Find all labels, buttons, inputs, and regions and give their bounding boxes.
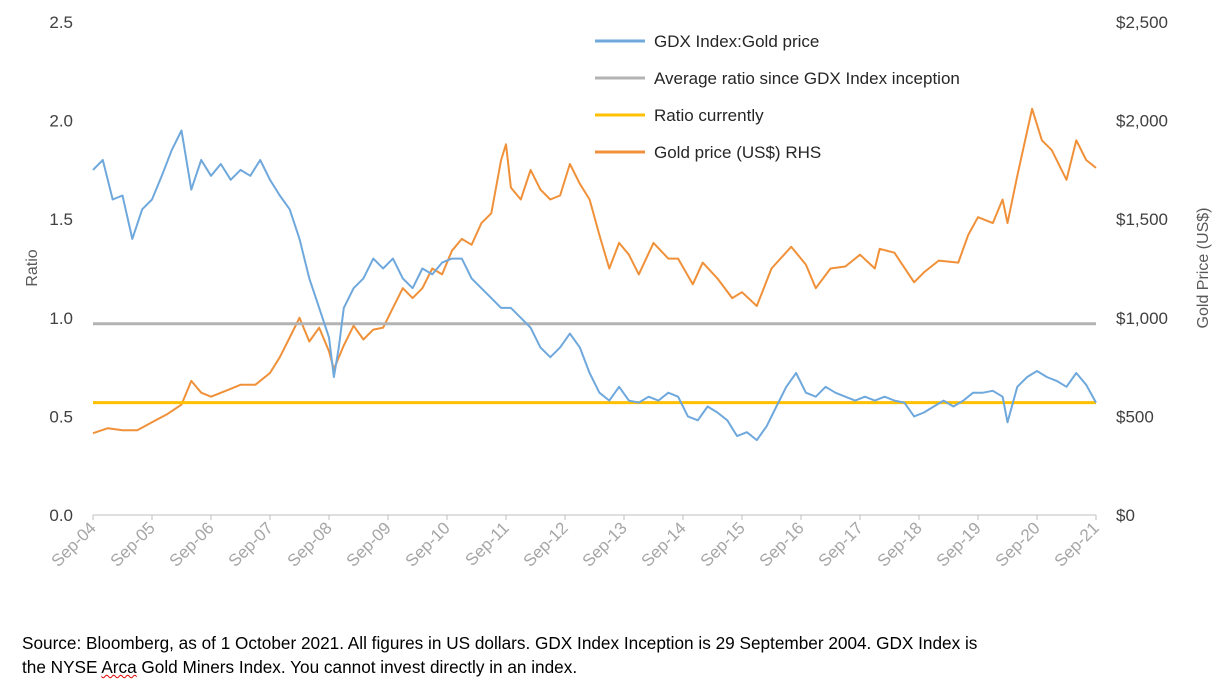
x-tick-label: Sep-20 [992,518,1044,570]
x-tick-label: Sep-10 [402,518,454,570]
plot-area [92,107,1097,442]
x-tick-label: Sep-16 [756,518,808,570]
y-tick-label: 0.5 [49,407,73,426]
x-tick-label: Sep-19 [933,518,985,570]
y-tick-label: 1.0 [49,309,73,328]
x-tick-label: Sep-18 [874,518,926,570]
y-axis-right-title: Gold Price (US$) [1195,208,1212,329]
x-tick-label: Sep-12 [520,518,572,570]
source-note-line-1: Source: Bloomberg, as of 1 October 2021.… [22,633,978,653]
y2-tick-label: $1,000 [1116,309,1168,328]
source-note-text: the NYSE [22,657,102,677]
y-axis-left-ticks: 0.0 0.5 1.0 1.5 2.0 2.5 [49,13,73,525]
x-tick-label: Sep-21 [1051,518,1103,570]
x-tick-label: Sep-15 [697,518,749,570]
y2-tick-label: $1,500 [1116,210,1168,229]
x-tick-label: Sep-04 [48,518,100,570]
y-tick-label: 0.0 [49,506,73,525]
series-line-0 [92,129,1097,442]
source-note: Source: Bloomberg, as of 1 October 2021.… [22,631,1212,679]
x-tick-label: Sep-06 [166,518,218,570]
y-tick-label: 2.5 [49,13,73,32]
y-tick-label: 2.0 [49,112,73,131]
x-tick-label: Sep-14 [638,518,690,570]
x-tick-label: Sep-17 [815,518,867,570]
source-note-line-2: the NYSE Arca Gold Miners Index. You can… [22,655,1212,679]
legend-label: Ratio currently [654,106,764,125]
source-note-text: Gold Miners Index. You cannot invest dir… [136,657,578,677]
chart: 0.0 0.5 1.0 1.5 2.0 2.5 $0 $500 $1,000 $1,500 $2,… [24,13,1212,571]
y2-tick-label: $500 [1116,407,1154,426]
y2-tick-label: $2,500 [1116,13,1168,32]
series-line-3 [92,107,1097,435]
x-tick-label: Sep-13 [579,518,631,570]
x-tick-label: Sep-07 [225,518,277,570]
y-tick-label: 1.5 [49,210,73,229]
x-tick-label: Sep-11 [462,518,513,569]
x-tick-label: Sep-05 [107,518,159,570]
legend: GDX Index:Gold price Average ratio since … [595,32,960,162]
legend-label: Gold price (US$) RHS [654,143,821,162]
y2-tick-label: $0 [1116,506,1135,525]
spellcheck-flagged-word: Arca [101,657,137,677]
x-tick-label: Sep-09 [343,518,395,570]
y-axis-right-ticks: $0 $500 $1,000 $1,500 $2,000 $2,500 [1116,13,1168,525]
x-tick-label: Sep-08 [284,518,336,570]
y-axis-left-title: Ratio [24,249,41,286]
legend-label: GDX Index:Gold price [654,32,819,51]
y2-tick-label: $2,000 [1116,112,1168,131]
x-axis-ticks: Sep-04 Sep-05 Sep-06 Sep-07 Sep-08 Sep-09 Sep-… [48,515,1103,571]
legend-label: Average ratio since GDX Index inception [654,69,960,88]
